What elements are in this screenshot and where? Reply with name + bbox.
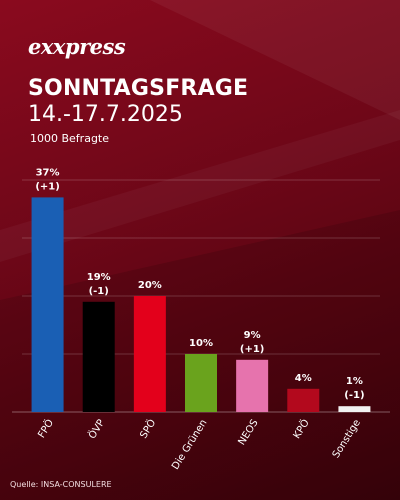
chart-title: SONNTAGSFRAGE bbox=[28, 76, 249, 101]
change-label-neos: (+1) bbox=[240, 344, 264, 355]
category-label-sp-: SPÖ bbox=[137, 417, 159, 441]
value-label-kp-: 4% bbox=[295, 373, 312, 384]
bar-layer bbox=[31, 197, 371, 412]
category-label-die-gr-nen: Die Grünen bbox=[170, 418, 209, 472]
change-label-sonstige: (-1) bbox=[344, 390, 364, 401]
bar--vp bbox=[82, 301, 115, 412]
change-label--vp: (-1) bbox=[89, 286, 109, 297]
bar-sp- bbox=[133, 296, 166, 412]
brand-logo: exxpress bbox=[28, 34, 126, 59]
value-label-neos: 9% bbox=[244, 330, 261, 341]
category-label-neos: NEOS bbox=[237, 418, 261, 448]
source-credit: Quelle: INSA-CONSULERE bbox=[10, 480, 112, 489]
bar-kp- bbox=[287, 388, 320, 412]
category-label-kp-: KPÖ bbox=[290, 417, 312, 441]
category-label-fp-: FPÖ bbox=[35, 417, 57, 441]
value-label-sp-: 20% bbox=[138, 280, 162, 291]
chart-date-range: 14.-17.7.2025 bbox=[28, 102, 183, 127]
value-label-die-gr-nen: 10% bbox=[189, 338, 213, 349]
value-label-fp-: 37% bbox=[36, 167, 60, 178]
category-label-sonstige: Sonstige bbox=[331, 418, 363, 460]
sample-size-note: 1000 Befragte bbox=[30, 132, 110, 145]
bar-die-gr-nen bbox=[185, 354, 217, 412]
bar-fp- bbox=[31, 197, 64, 412]
grid-layer bbox=[12, 179, 390, 413]
value-label-sonstige: 1% bbox=[346, 376, 363, 387]
change-label-fp-: (+1) bbox=[35, 181, 59, 192]
bar-sonstige bbox=[338, 406, 371, 412]
category-label--vp: ÖVP bbox=[85, 417, 107, 441]
value-label--vp: 19% bbox=[87, 272, 111, 283]
bar-neos bbox=[236, 359, 269, 412]
